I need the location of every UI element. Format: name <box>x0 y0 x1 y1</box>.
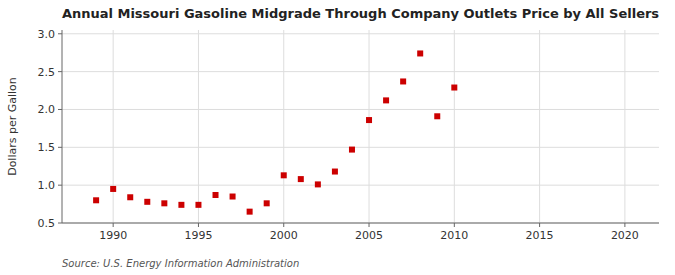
point <box>383 97 389 103</box>
y-grid-line <box>62 109 659 110</box>
y-tick-label: 1.0 <box>38 179 56 192</box>
point <box>264 200 270 206</box>
y-grid-line <box>62 71 659 72</box>
y-grid-line <box>62 185 659 186</box>
y-tick-label: 1.5 <box>38 141 56 154</box>
point <box>213 192 219 198</box>
x-grid-line <box>113 30 114 223</box>
x-tick <box>624 223 625 227</box>
y-tick-label: 0.5 <box>38 217 56 230</box>
x-tick <box>283 223 284 227</box>
y-tick <box>58 109 62 110</box>
x-axis-line <box>62 223 659 224</box>
y-tick <box>58 147 62 148</box>
y-tick <box>58 33 62 34</box>
x-tick-label: 2015 <box>526 229 554 242</box>
y-tick-label: 2.0 <box>38 103 56 116</box>
grid <box>62 30 659 223</box>
chart-svg: 1990 1995 2000 2005 2010 2015 2020 0.5 1.0 1.5 2.0… <box>0 0 675 275</box>
point <box>366 117 372 123</box>
x-grid-line <box>539 30 540 223</box>
y-axis-line <box>62 30 63 223</box>
x-grid-line <box>369 30 370 223</box>
x-tick-label: 2000 <box>270 229 298 242</box>
x-grid-line <box>198 30 199 223</box>
y-axis-label: Dollars per Gallon <box>6 77 19 176</box>
point <box>400 78 406 84</box>
x-tick <box>113 223 114 227</box>
x-tick-label: 2005 <box>355 229 383 242</box>
y-tick-label: 3.0 <box>38 28 56 41</box>
point <box>247 209 253 215</box>
y-grid-line <box>62 223 659 224</box>
point <box>315 181 321 187</box>
point <box>281 172 287 178</box>
point <box>434 113 440 119</box>
y-tick <box>58 71 62 72</box>
point <box>349 147 355 153</box>
point <box>178 202 184 208</box>
y-tick-label: 2.5 <box>38 66 56 79</box>
point <box>230 194 236 200</box>
x-grid-line <box>454 30 455 223</box>
y-grid-line <box>62 147 659 148</box>
x-tick <box>198 223 199 227</box>
x-ticks: 1990 1995 2000 2005 2010 2015 2020 <box>99 223 639 242</box>
point <box>298 176 304 182</box>
y-tick <box>58 185 62 186</box>
point <box>161 200 167 206</box>
y-grid-line <box>62 33 659 34</box>
x-tick <box>454 223 455 227</box>
point <box>451 85 457 91</box>
x-tick-label: 1995 <box>184 229 212 242</box>
y-ticks: 0.5 1.0 1.5 2.0 2.5 3.0 <box>38 28 63 230</box>
x-grid-line <box>624 30 625 223</box>
x-tick-label: 1990 <box>99 229 127 242</box>
point <box>93 197 99 203</box>
points <box>93 50 457 214</box>
x-tick <box>369 223 370 227</box>
point <box>110 186 116 192</box>
x-grid-line <box>283 30 284 223</box>
source-note: Source: U.S. Energy Information Administ… <box>62 258 299 269</box>
point <box>332 169 338 175</box>
x-tick <box>539 223 540 227</box>
x-tick-label: 2010 <box>440 229 468 242</box>
point <box>417 50 423 56</box>
x-tick-label: 2020 <box>611 229 639 242</box>
y-tick <box>58 223 62 224</box>
chart-title: Annual Missouri Gasoline Midgrade Throug… <box>62 6 659 21</box>
point <box>127 194 133 200</box>
point <box>144 199 150 205</box>
chart-container: 1990 1995 2000 2005 2010 2015 2020 0.5 1.0 1.5 2.0… <box>0 0 675 275</box>
point <box>195 202 201 208</box>
